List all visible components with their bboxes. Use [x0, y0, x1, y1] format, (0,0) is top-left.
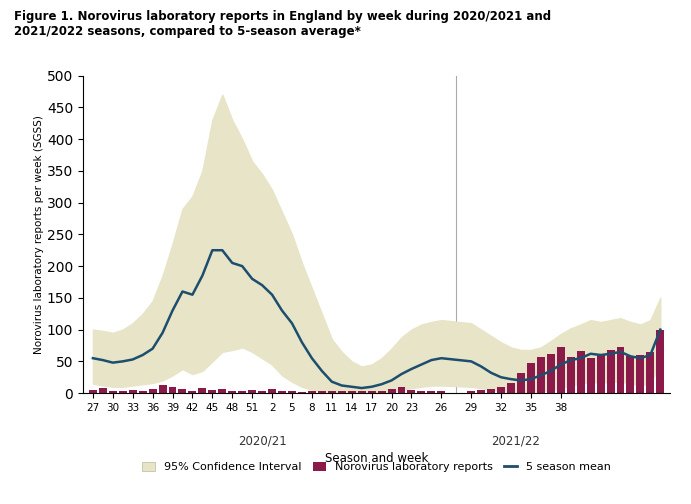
Bar — [189, 391, 196, 393]
Bar — [209, 390, 216, 393]
Bar — [268, 389, 276, 393]
Bar — [368, 391, 376, 393]
Bar — [139, 391, 146, 393]
Bar — [288, 391, 296, 393]
X-axis label: Season and week: Season and week — [325, 452, 428, 465]
Legend: 95% Confidence Interval, Norovirus laboratory reports, 5 season mean: 95% Confidence Interval, Norovirus labor… — [138, 457, 616, 476]
Bar — [646, 352, 654, 393]
Bar — [388, 389, 395, 393]
Bar — [298, 392, 306, 393]
Bar — [308, 391, 316, 393]
Bar — [348, 391, 356, 393]
Bar — [477, 390, 485, 393]
Bar — [636, 355, 645, 393]
Bar — [437, 391, 445, 393]
Bar — [587, 358, 595, 393]
Bar — [427, 391, 435, 393]
Bar — [596, 354, 605, 393]
Bar — [577, 351, 585, 393]
Bar — [218, 389, 226, 393]
Bar — [129, 390, 137, 393]
Bar — [228, 391, 236, 393]
Text: 2020/21: 2020/21 — [238, 434, 287, 448]
Bar — [607, 350, 614, 393]
Text: 2021/22: 2021/22 — [491, 434, 540, 448]
Bar — [318, 391, 326, 393]
Bar — [408, 390, 415, 393]
Bar — [149, 389, 157, 393]
Bar — [158, 385, 167, 393]
Bar — [89, 390, 97, 393]
Text: Figure 1. Norovirus laboratory reports in England by week during 2020/2021 and
2: Figure 1. Norovirus laboratory reports i… — [14, 10, 551, 38]
Bar — [169, 388, 176, 393]
Bar — [656, 330, 664, 393]
Bar — [377, 391, 386, 393]
Y-axis label: Norovirus laboratory reports per week (SGSS): Norovirus laboratory reports per week (S… — [34, 115, 44, 354]
Bar — [99, 388, 107, 393]
Bar — [238, 391, 246, 393]
Bar — [557, 347, 565, 393]
Bar — [567, 357, 575, 393]
Bar — [417, 391, 426, 393]
Bar — [198, 388, 207, 393]
Bar — [517, 373, 525, 393]
Bar — [507, 383, 515, 393]
Bar — [278, 391, 286, 393]
Bar — [258, 391, 266, 393]
Bar — [358, 391, 366, 393]
Bar — [537, 357, 545, 393]
Bar — [119, 391, 126, 393]
Bar — [178, 389, 187, 393]
Bar — [248, 390, 256, 393]
Bar — [497, 388, 505, 393]
Bar — [397, 388, 406, 393]
Bar — [627, 356, 634, 393]
Bar — [487, 389, 495, 393]
Bar — [527, 363, 535, 393]
Bar — [338, 391, 346, 393]
Bar — [467, 391, 475, 393]
Bar — [547, 354, 555, 393]
Bar — [108, 391, 117, 393]
Bar — [328, 391, 336, 393]
Bar — [616, 347, 625, 393]
